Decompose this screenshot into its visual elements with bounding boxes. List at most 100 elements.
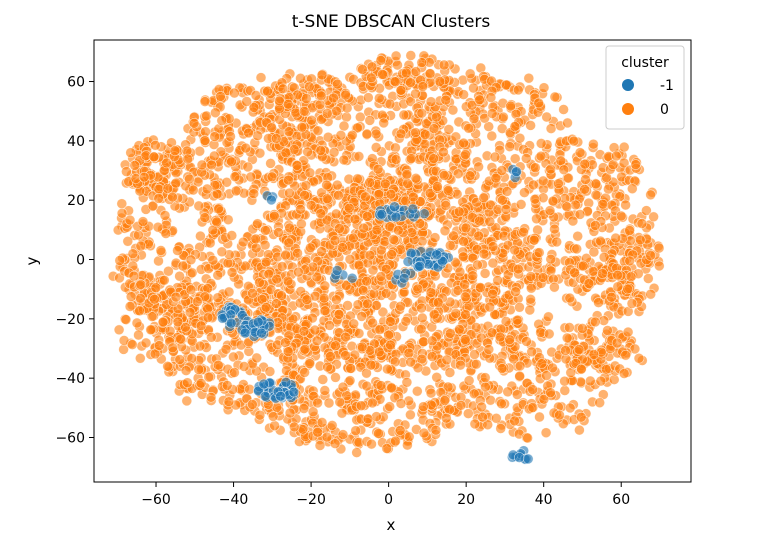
cluster-0-point bbox=[536, 358, 548, 369]
x-tick-label: 0 bbox=[384, 492, 393, 508]
cluster-0-point bbox=[410, 66, 422, 77]
cluster-0-point bbox=[205, 391, 217, 403]
cluster-0-point bbox=[199, 96, 211, 107]
cluster-noise-point bbox=[252, 316, 264, 328]
cluster-0-point bbox=[535, 150, 547, 162]
cluster-0-point bbox=[417, 81, 429, 92]
cluster-0-point bbox=[361, 128, 373, 140]
cluster-0-point bbox=[159, 210, 171, 221]
cluster-0-point bbox=[209, 131, 220, 142]
cluster-0-point bbox=[350, 389, 361, 401]
cluster-0-point bbox=[135, 279, 147, 290]
cluster-0-point bbox=[155, 245, 167, 256]
cluster-0-point bbox=[113, 324, 125, 336]
cluster-0-point bbox=[216, 246, 228, 258]
cluster-0-point bbox=[458, 89, 469, 100]
cluster-0-point bbox=[229, 171, 241, 182]
cluster-0-point bbox=[553, 178, 564, 189]
cluster-0-point bbox=[395, 128, 407, 140]
cluster-0-point bbox=[504, 334, 515, 346]
cluster-0-point bbox=[448, 230, 459, 242]
cluster-0-point bbox=[335, 130, 347, 141]
cluster-0-point bbox=[558, 104, 569, 115]
cluster-0-point bbox=[624, 255, 636, 267]
cluster-0-point bbox=[432, 181, 443, 192]
cluster-0-point bbox=[357, 285, 369, 296]
cluster-0-point bbox=[169, 145, 181, 156]
cluster-0-point bbox=[469, 418, 481, 430]
cluster-0-point bbox=[545, 163, 557, 175]
cluster-0-point bbox=[428, 153, 440, 164]
cluster-0-point bbox=[476, 401, 487, 413]
cluster-0-point bbox=[344, 253, 356, 265]
cluster-noise-point bbox=[511, 166, 522, 177]
cluster-0-point bbox=[270, 133, 282, 144]
cluster-0-point bbox=[538, 82, 550, 93]
cluster-0-point bbox=[301, 294, 313, 306]
cluster-0-point bbox=[336, 407, 348, 419]
cluster-0-point bbox=[611, 337, 623, 349]
cluster-0-point bbox=[523, 72, 535, 84]
cluster-0-point bbox=[610, 232, 622, 244]
cluster-0-point bbox=[265, 158, 276, 169]
cluster-0-point bbox=[317, 374, 329, 385]
plot-points bbox=[107, 50, 665, 465]
cluster-0-point bbox=[559, 375, 570, 387]
cluster-0-point bbox=[207, 254, 219, 266]
cluster-0-point bbox=[338, 120, 350, 132]
cluster-0-point bbox=[389, 76, 401, 87]
cluster-0-point bbox=[323, 397, 335, 409]
cluster-0-point bbox=[300, 93, 312, 104]
cluster-0-point bbox=[395, 85, 407, 96]
cluster-0-point bbox=[564, 402, 576, 414]
cluster-0-point bbox=[438, 170, 450, 181]
cluster-0-point bbox=[579, 158, 591, 170]
cluster-0-point bbox=[299, 367, 310, 378]
cluster-0-point bbox=[527, 402, 539, 413]
cluster-0-point bbox=[125, 291, 137, 302]
cluster-0-point bbox=[280, 147, 292, 158]
cluster-noise-point bbox=[280, 376, 292, 388]
cluster-0-point bbox=[375, 271, 387, 282]
cluster-0-point bbox=[282, 275, 294, 287]
cluster-0-point bbox=[116, 208, 128, 219]
cluster-0-point bbox=[122, 236, 134, 247]
cluster-0-point bbox=[452, 285, 464, 296]
cluster-0-point bbox=[380, 263, 392, 275]
cluster-0-point bbox=[512, 84, 524, 96]
cluster-0-point bbox=[321, 193, 333, 204]
cluster-0-point bbox=[537, 175, 549, 187]
cluster-0-point bbox=[353, 151, 365, 162]
cluster-0-point bbox=[365, 72, 377, 84]
cluster-0-point bbox=[350, 425, 362, 437]
cluster-0-point bbox=[549, 91, 561, 103]
cluster-0-point bbox=[260, 256, 272, 268]
cluster-0-point bbox=[201, 110, 212, 122]
cluster-0-point bbox=[405, 96, 417, 107]
cluster-0-point bbox=[405, 356, 417, 368]
cluster-0-point bbox=[418, 401, 429, 413]
cluster-0-point bbox=[610, 150, 622, 162]
cluster-0-point bbox=[185, 254, 197, 266]
cluster-0-point bbox=[305, 242, 316, 254]
cluster-0-point bbox=[221, 380, 233, 391]
cluster-0-point bbox=[274, 95, 285, 107]
cluster-0-point bbox=[483, 121, 495, 132]
cluster-0-point bbox=[362, 413, 374, 425]
cluster-0-point bbox=[377, 306, 389, 318]
cluster-0-point bbox=[407, 191, 419, 203]
cluster-0-point bbox=[511, 314, 523, 326]
cluster-0-point bbox=[618, 141, 630, 153]
cluster-0-point bbox=[238, 236, 249, 248]
cluster-0-point bbox=[309, 324, 321, 336]
cluster-0-point bbox=[263, 268, 275, 280]
cluster-0-point bbox=[172, 245, 183, 256]
cluster-0-point bbox=[463, 375, 475, 386]
cluster-0-point bbox=[453, 206, 465, 217]
cluster-0-point bbox=[328, 147, 340, 158]
cluster-0-point bbox=[479, 112, 490, 124]
cluster-0-point bbox=[292, 247, 303, 259]
cluster-0-point bbox=[247, 287, 258, 299]
cluster-noise-point bbox=[225, 317, 237, 329]
x-tick-label: −40 bbox=[219, 492, 249, 508]
